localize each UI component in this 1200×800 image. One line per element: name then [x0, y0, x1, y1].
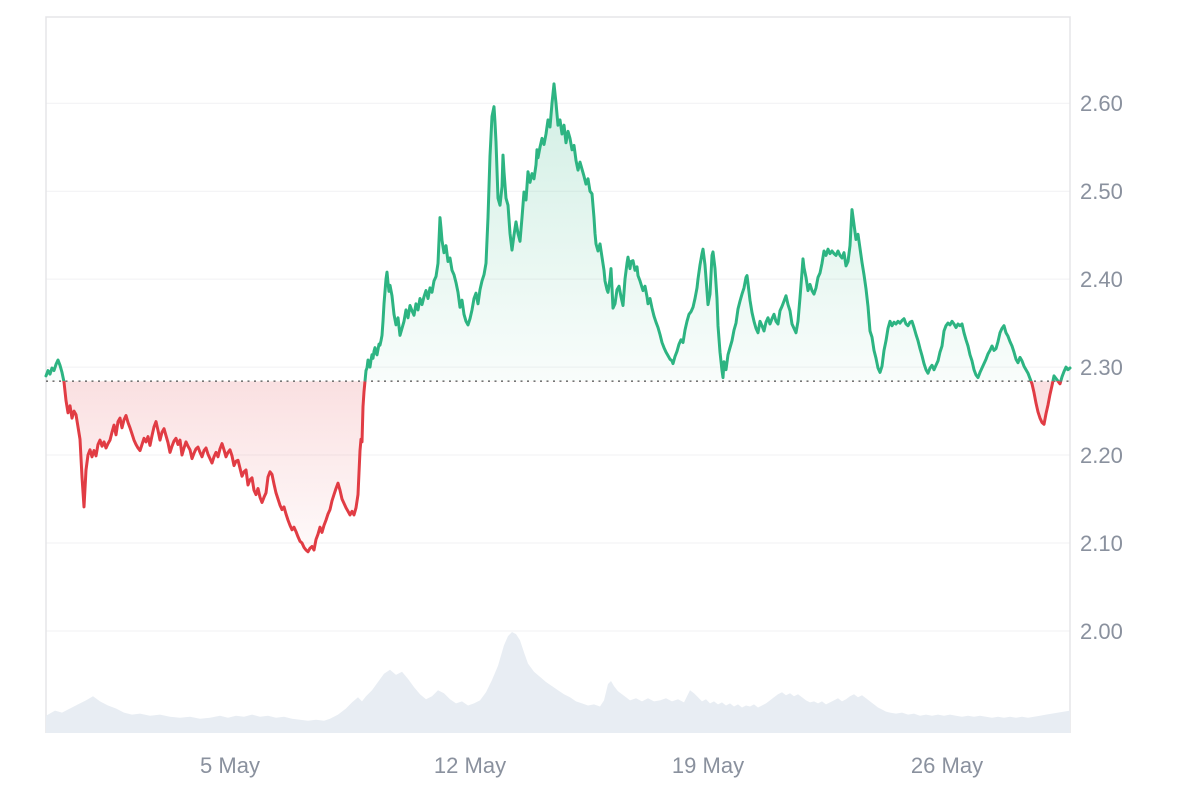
- x-tick-label: 26 May: [911, 753, 983, 778]
- price-area-below: [46, 381, 1070, 552]
- volume-area: [46, 632, 1070, 733]
- price-line-below: [62, 381, 1063, 554]
- y-tick-label: 2.00: [1080, 619, 1123, 644]
- y-tick-label: 2.50: [1080, 179, 1123, 204]
- x-tick-label: 5 May: [200, 753, 260, 778]
- chart-plot-area[interactable]: [46, 17, 1070, 733]
- y-tick-label: 2.20: [1080, 443, 1123, 468]
- price-area-above: [46, 83, 1070, 382]
- x-tick-label: 12 May: [434, 753, 506, 778]
- y-tick-label: 2.10: [1080, 531, 1123, 556]
- y-tick-label: 2.30: [1080, 355, 1123, 380]
- y-tick-label: 2.40: [1080, 267, 1123, 292]
- x-tick-label: 19 May: [672, 753, 744, 778]
- y-tick-label: 2.60: [1080, 91, 1123, 116]
- price-line-above: [44, 82, 1072, 382]
